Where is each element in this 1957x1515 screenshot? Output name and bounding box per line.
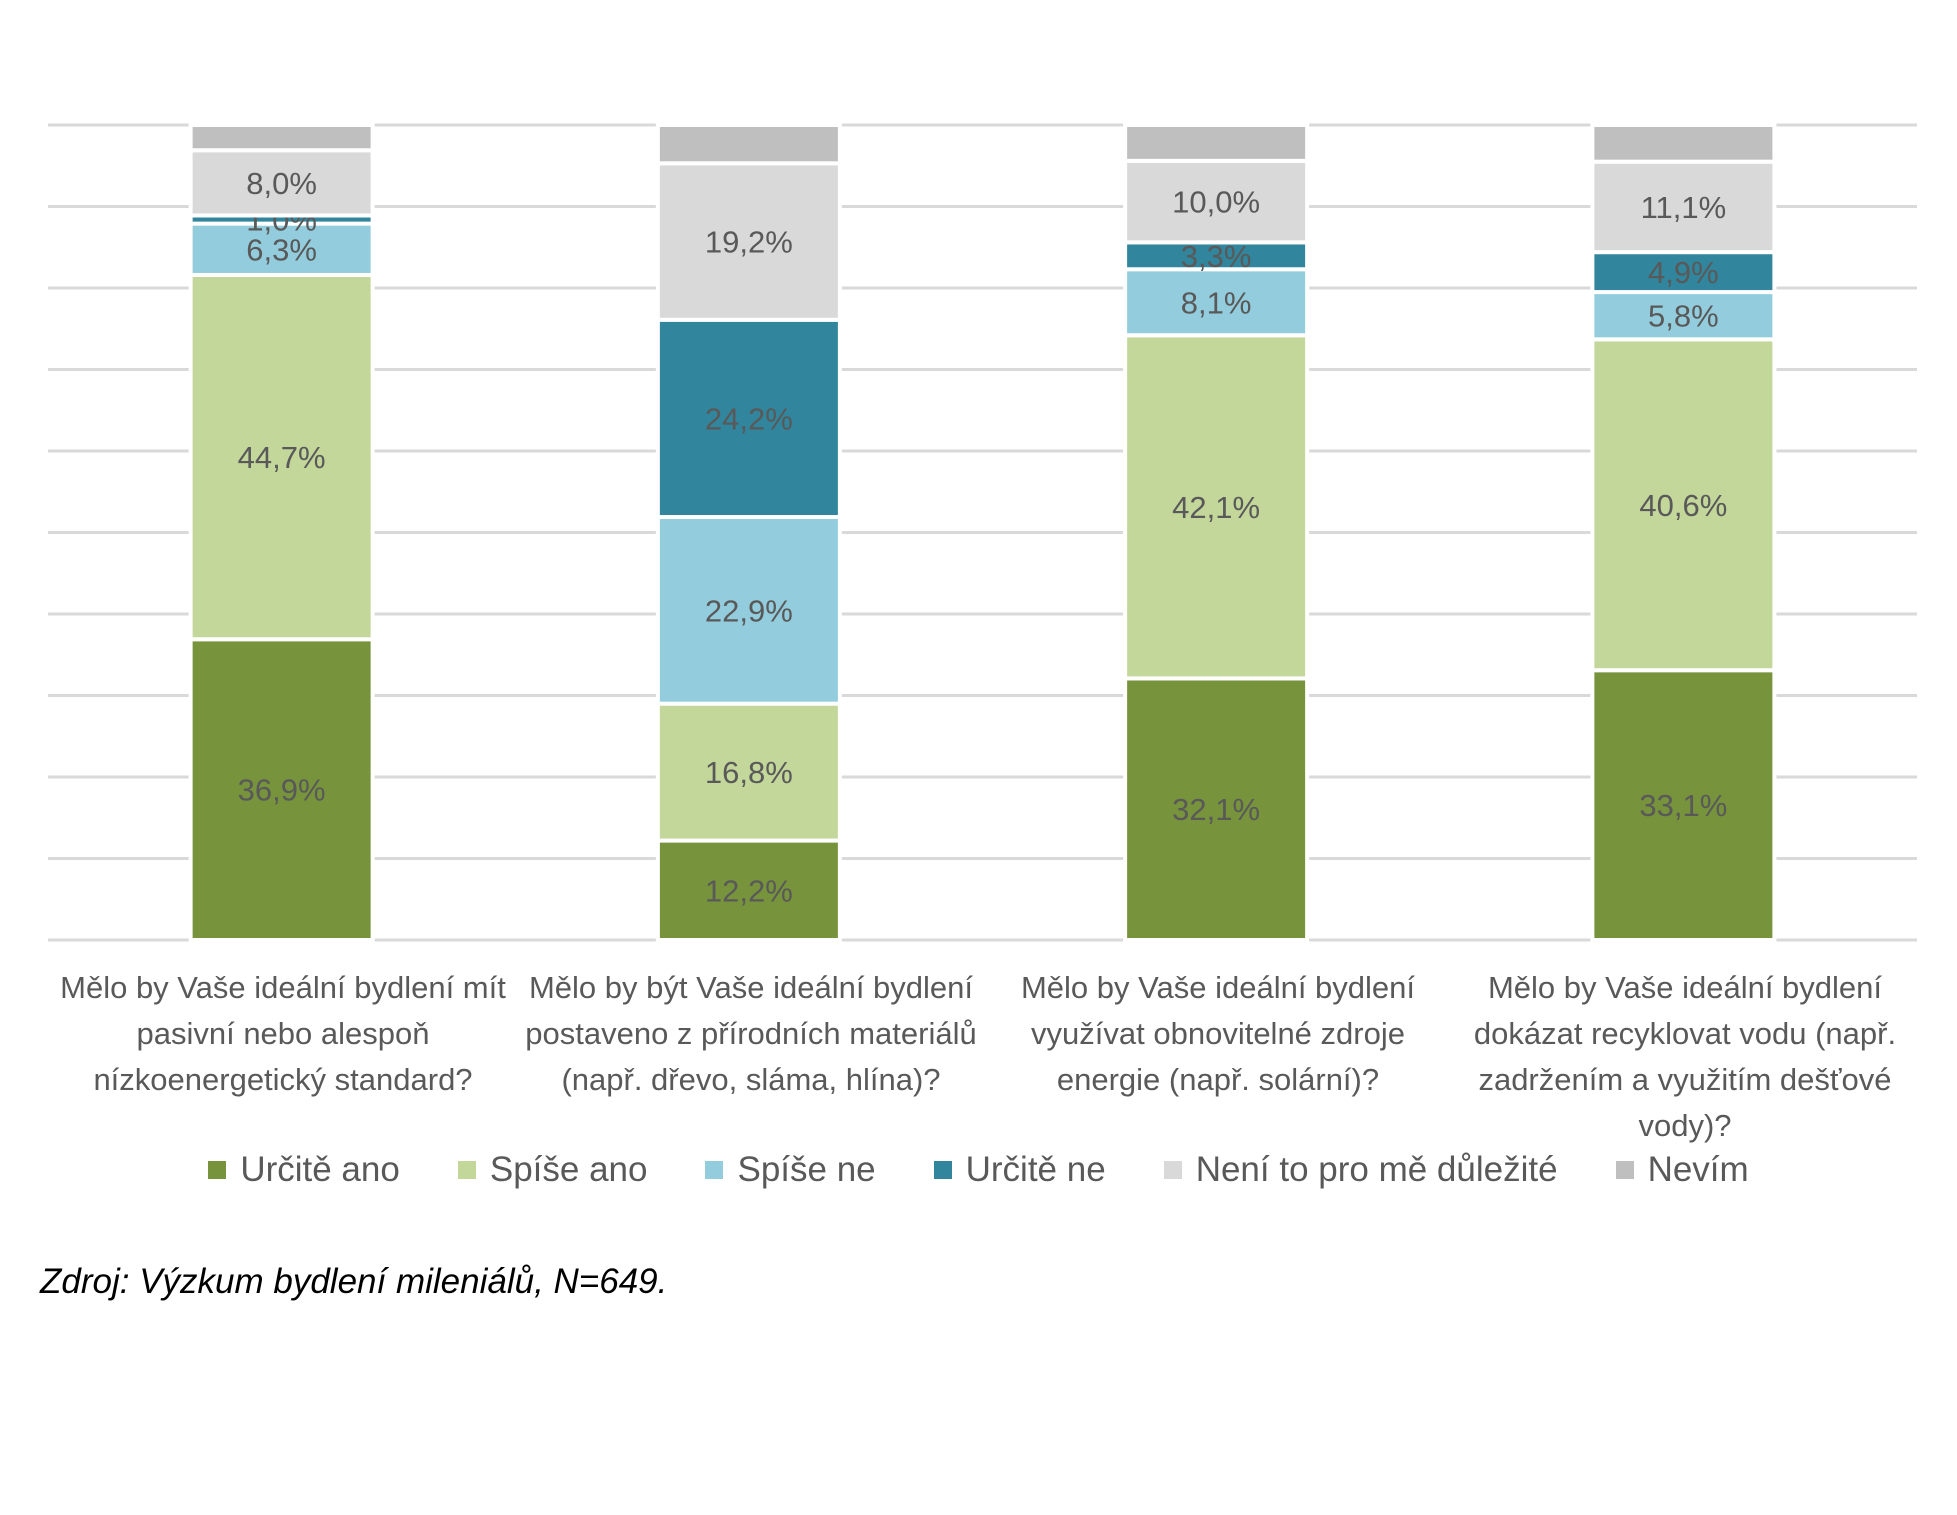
legend-swatch [208, 1161, 227, 1179]
data-label: 19,2% [705, 225, 793, 260]
legend-swatch [1615, 1161, 1634, 1179]
bar-segment [655, 701, 842, 843]
data-label: 4,9% [1648, 255, 1719, 290]
legend-item: Spíše ne [705, 1150, 876, 1190]
bar-segment [188, 272, 375, 642]
bar-segment [1590, 123, 1777, 164]
bar-segment [188, 123, 375, 153]
bar-segment [655, 838, 842, 943]
data-label: 6,3% [246, 232, 317, 267]
legend-item: Nevím [1615, 1150, 1749, 1190]
bar-segment [1123, 676, 1310, 942]
data-label: 8,0% [246, 166, 317, 201]
bar-segment [1123, 240, 1310, 272]
bar-segment [655, 317, 842, 520]
category-label: Mělo by Vaše ideální bydlení mít pasivní… [60, 970, 506, 1097]
legend-swatch [705, 1161, 724, 1179]
data-label: 8,1% [1181, 285, 1252, 320]
bar-segment [655, 161, 842, 322]
data-label: 12,2% [705, 873, 793, 908]
data-label: 40,6% [1639, 488, 1727, 523]
legend-label: Nevím [1647, 1150, 1749, 1189]
legend-swatch [933, 1161, 952, 1179]
bar-segment [1123, 333, 1310, 681]
legend-item: Není to pro mě důležité [1163, 1150, 1558, 1190]
bar-segment [655, 515, 842, 706]
data-label: 32,1% [1172, 792, 1260, 827]
data-label: 36,9% [238, 773, 326, 808]
data-label: 11,1% [1641, 190, 1727, 225]
bar-segment [1590, 250, 1777, 295]
bar-segment [655, 123, 842, 166]
bar-segment [188, 148, 375, 218]
legend-item: Určitě ano [208, 1150, 400, 1190]
data-label: 16,8% [705, 755, 793, 790]
chart-legend: Určitě ano Spíše ano Spíše ne Určitě ne … [0, 1150, 1957, 1190]
data-label: 44,7% [238, 440, 326, 475]
chart-plot: 36,9%44,7%6,3%1,0%8,0%12,2%16,8%22,9%24,… [48, 123, 1917, 943]
legend-label: Určitě ne [965, 1150, 1106, 1189]
legend-item: Spíše ano [457, 1150, 648, 1190]
source-note: Zdroj: Výzkum bydlení mileniálů, N=649. [40, 1262, 668, 1301]
data-label: 33,1% [1639, 788, 1727, 823]
legend-label: Určitě ano [240, 1150, 400, 1189]
data-label: 42,1% [1172, 490, 1260, 525]
category-label: Mělo by být Vaše ideální bydlení postave… [525, 970, 977, 1097]
data-label: 3,3% [1181, 239, 1252, 274]
category-label: Mělo by Vaše ideální bydlení dokázat rec… [1473, 970, 1897, 1143]
data-label: 5,8% [1648, 299, 1719, 334]
data-label: 22,9% [705, 593, 793, 628]
bar-segment [188, 637, 375, 942]
legend-label: Spíše ne [737, 1150, 876, 1189]
legend-swatch [1163, 1161, 1182, 1179]
category-label: Mělo by Vaše ideální bydlení využívat ob… [1020, 970, 1416, 1097]
legend-item: Určitě ne [933, 1150, 1106, 1190]
bar-segment [1123, 123, 1310, 163]
legend-swatch [457, 1161, 476, 1179]
legend-label: Není to pro mě důležité [1195, 1150, 1558, 1189]
data-label: 10,0% [1172, 185, 1260, 220]
bar-segment [1590, 290, 1777, 342]
data-label: 24,2% [705, 401, 793, 436]
legend-label: Spíše ano [489, 1150, 648, 1189]
bar-segment [1590, 668, 1777, 942]
